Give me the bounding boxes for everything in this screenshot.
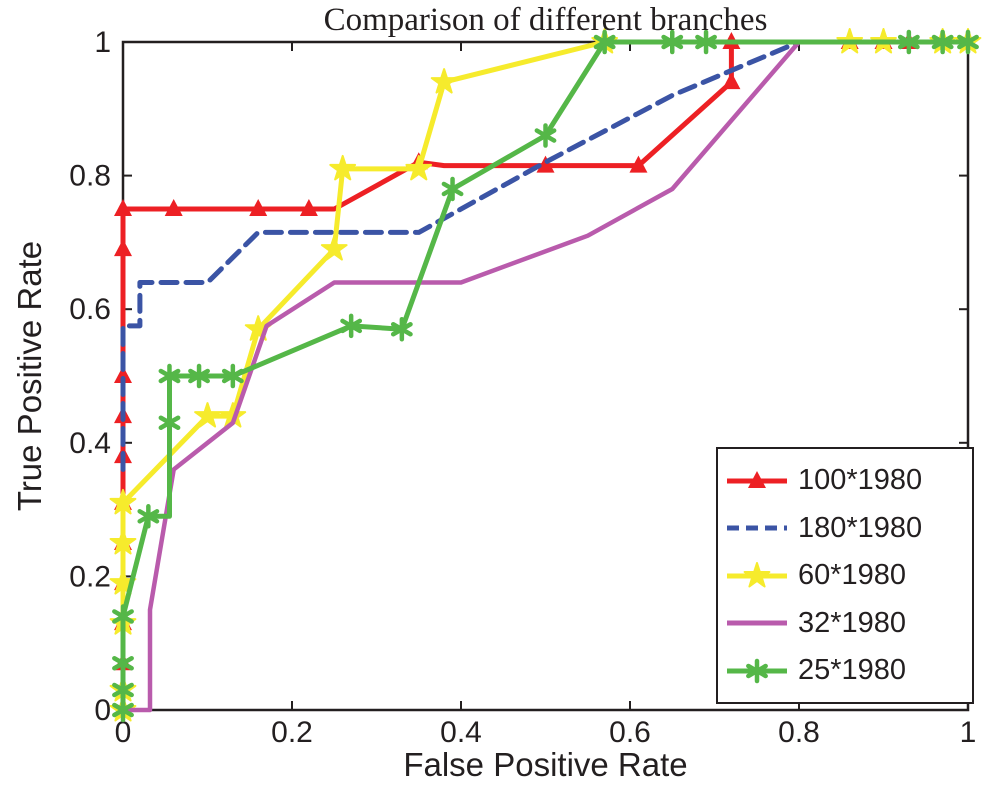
triangle-marker: [722, 72, 741, 90]
asterisk-marker: [112, 702, 134, 718]
asterisk-marker: [112, 655, 134, 671]
triangle-marker: [249, 199, 268, 216]
asterisk-marker: [661, 34, 684, 50]
asterisk-marker: [441, 181, 464, 197]
legend: 100*1980 180*1980 60*1980 32*1980 25*1980: [716, 447, 974, 704]
x-tick-label: 1: [960, 716, 977, 749]
asterisk-marker: [897, 34, 920, 50]
star-marker: [430, 68, 458, 94]
series-line-100*1980: [120, 39, 971, 713]
star-marker: [329, 154, 357, 181]
legend-sample: [727, 561, 787, 587]
asterisk-marker: [188, 368, 210, 384]
triangle-marker: [629, 155, 648, 173]
legend-label: 100*1980: [798, 464, 923, 496]
asterisk-marker: [931, 34, 954, 50]
asterisk-marker: [158, 415, 181, 431]
x-tick-label: 0: [115, 716, 132, 749]
legend-item-100*1980: 100*1980: [724, 463, 966, 499]
legend-sample: [727, 658, 787, 683]
triangle-marker: [114, 239, 132, 257]
y-axis-label: True Positive Rate: [11, 240, 48, 512]
asterisk-marker: [534, 128, 557, 143]
legend-item-60*1980: 60*1980: [724, 558, 966, 594]
y-tick-label: 0.8: [69, 160, 111, 193]
asterisk-marker: [112, 609, 134, 624]
series-line-180*1980: [120, 39, 971, 472]
triangle-marker: [748, 470, 766, 488]
y-tick-label: 0.6: [69, 293, 111, 326]
x-tick-label: 0.2: [271, 716, 313, 749]
star-marker: [405, 154, 433, 181]
y-tick-label: 0.2: [69, 560, 111, 593]
asterisk-marker: [695, 34, 717, 50]
series-line-25*1980: [120, 39, 971, 713]
asterisk-marker: [112, 682, 134, 698]
x-tick-label: 0.8: [778, 716, 820, 749]
asterisk-marker: [593, 34, 616, 50]
asterisk-marker: [158, 368, 181, 384]
legend-label: 32*1980: [798, 606, 907, 639]
asterisk-marker: [340, 318, 363, 334]
x-tick-label: 0.6: [609, 716, 651, 749]
triangle-marker: [299, 199, 318, 216]
y-tick-label: 0.4: [69, 427, 111, 460]
legend-item-32*1980: 32*1980: [724, 605, 966, 641]
star-marker: [109, 488, 137, 515]
chart-title: Comparison of different branches: [323, 2, 768, 38]
triangle-marker: [164, 199, 183, 216]
legend-label: 180*1980: [798, 511, 923, 544]
triangle-marker: [114, 366, 132, 383]
asterisk-marker: [746, 663, 768, 678]
legend-sample: [727, 525, 787, 531]
asterisk-marker: [957, 34, 979, 50]
star-marker: [194, 402, 221, 428]
series-line-32*1980: [120, 39, 971, 713]
y-tick-label: 1: [94, 26, 111, 59]
legend-sample: [727, 620, 787, 626]
legend-label: 60*1980: [798, 559, 907, 591]
legend-item-25*1980: 25*1980: [724, 653, 966, 689]
asterisk-marker: [221, 368, 244, 384]
star-marker: [109, 529, 137, 555]
legend-item-180*1980: 180*1980: [724, 510, 966, 546]
legend-label: 25*1980: [798, 654, 907, 686]
x-axis-label: False Positive Rate: [403, 746, 688, 783]
legend-sample: [727, 470, 787, 488]
star-marker: [320, 235, 348, 261]
triangle-marker: [536, 155, 555, 173]
asterisk-marker: [390, 321, 413, 337]
triangle-marker: [114, 199, 132, 216]
star-marker: [743, 561, 771, 587]
x-tick-label: 0.4: [440, 716, 482, 749]
asterisk-marker: [137, 509, 160, 524]
y-tick-label: 0: [94, 694, 111, 727]
